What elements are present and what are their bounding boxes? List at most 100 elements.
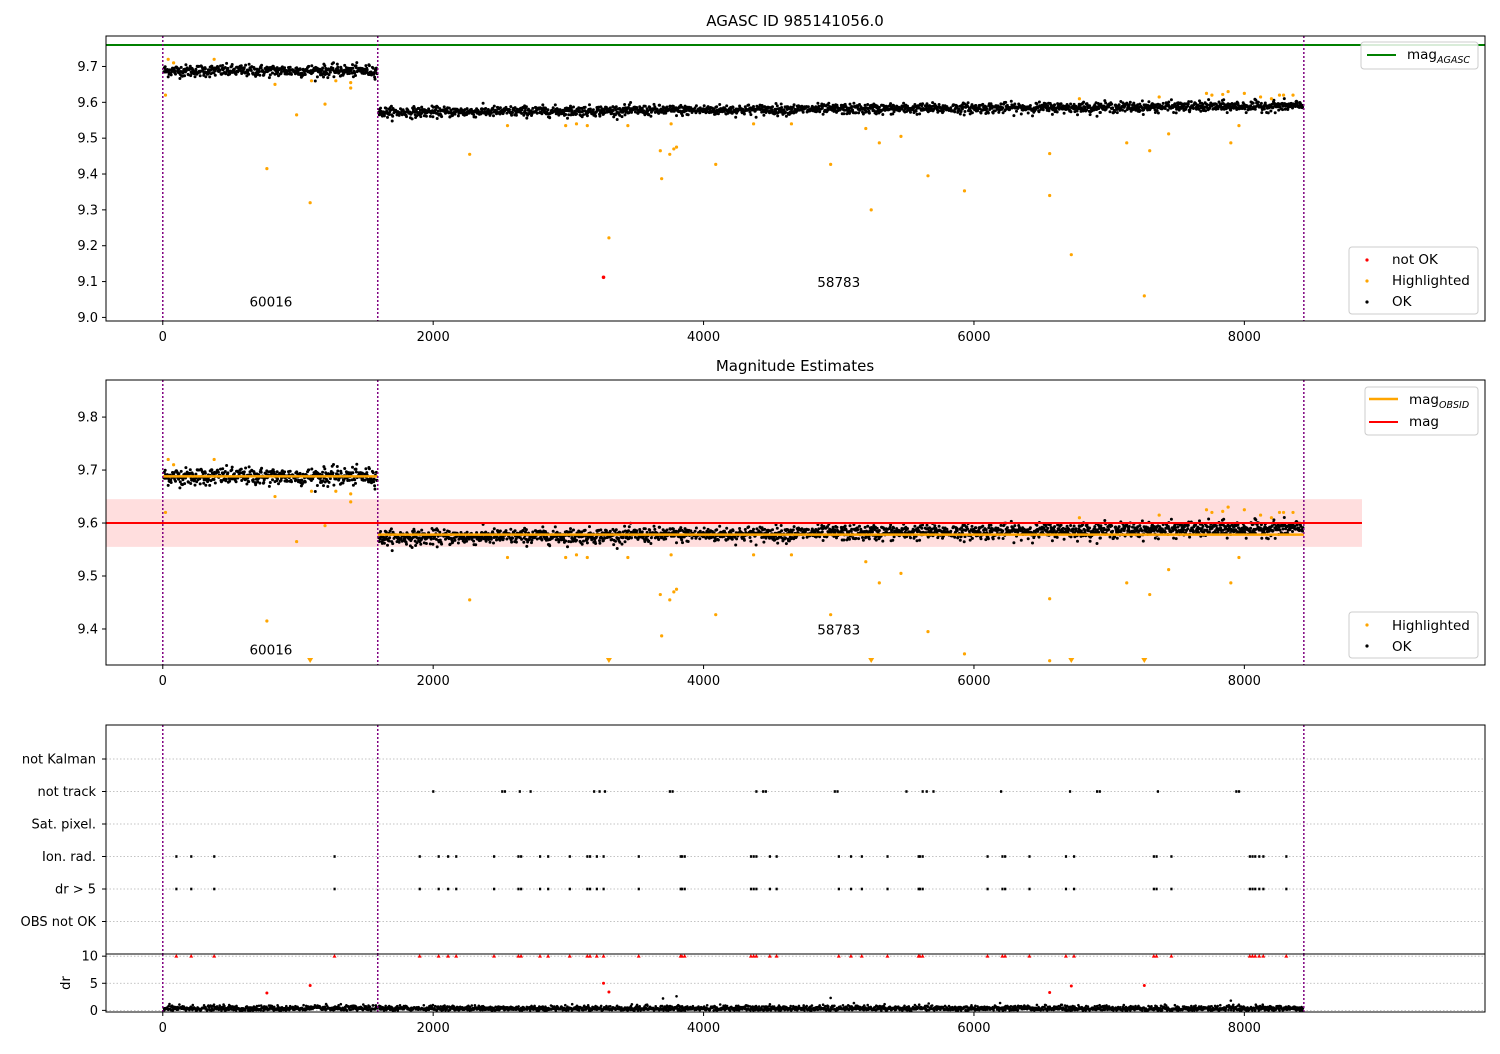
ok-point [1020,113,1023,116]
ok-point [1109,536,1112,539]
ok-point [199,482,202,485]
ok-point [718,525,721,528]
ok-point [1001,529,1004,532]
ok-point [224,470,227,473]
ok-point [379,530,382,533]
ok-point [833,528,836,531]
ok-point [398,541,401,544]
ok-point [985,107,988,110]
ok-point [1110,103,1113,106]
ok-point [963,114,966,117]
ok-point [1056,111,1059,114]
ok-point [541,103,544,106]
ok-point [926,524,929,527]
ok-point [675,530,678,533]
ok-point [214,482,217,485]
ok-point [1076,540,1079,543]
ok-point [832,526,835,529]
ok-point [892,527,895,530]
ok-point [310,64,313,67]
ok-point [174,69,177,72]
highlighted-point [659,149,662,152]
highlighted-point [670,122,673,125]
ok-point [180,66,183,69]
highlighted-point [1143,294,1146,297]
ok-point [505,529,508,532]
ok-point [304,481,307,484]
ok-point [351,63,354,66]
ok-point [1063,112,1066,115]
ok-point [818,110,821,113]
ok-point [990,524,993,527]
ok-point [508,108,511,111]
ok-point [582,540,585,543]
ok-point [231,63,234,66]
y-tick-label: 9.4 [77,168,98,183]
ok-point [938,103,941,106]
ok-point [438,531,441,534]
ok-point [258,482,261,485]
ok-point [681,541,684,544]
ok-point [675,114,678,117]
ok-point [857,537,860,540]
not-ok-point [602,275,606,279]
highlighted-point [1205,92,1208,95]
ok-point [802,536,805,539]
ok-point [715,105,718,108]
ok-point [355,468,358,471]
ok-point [966,528,969,531]
ok-point [391,120,394,123]
ok-point [1199,110,1202,113]
ok-point [920,527,923,530]
ok-point [971,525,974,528]
ok-point [420,529,423,532]
ok-point [314,80,317,83]
ok-point [816,102,819,105]
ok-point [1089,540,1092,543]
ok-point [457,542,460,545]
ok-point [418,531,421,534]
ok-point [391,115,394,118]
highlighted-point [926,174,929,177]
ok-point [1088,527,1091,530]
ok-point [290,480,293,483]
ok-point [440,543,443,546]
ok-point [598,539,601,542]
ok-point [792,528,795,531]
ok-point [525,105,528,108]
ok-point [1175,111,1178,114]
ok-point [364,479,367,482]
ok-point [1053,103,1056,106]
ok-point [1129,101,1132,104]
ok-point [540,539,543,542]
ok-point [429,542,432,545]
ok-point [1204,109,1207,112]
ok-point [749,536,752,539]
ok-point [368,64,371,67]
ok-point [687,540,690,543]
ok-point [443,528,446,531]
ok-point [807,528,810,531]
ok-point [554,103,557,106]
ok-point [680,538,683,541]
ok-point [530,541,533,544]
ok-point [326,76,329,79]
ok-point [515,114,518,117]
ok-point [364,64,367,67]
ok-point [492,542,495,545]
x-tick-label: 4000 [687,330,720,345]
ok-point [1263,108,1266,111]
ok-point [1260,111,1263,114]
agasc-y-ticks: 9.09.19.29.39.49.59.69.7 [77,60,106,326]
ok-point [734,116,737,119]
ok-point [511,537,514,540]
ok-point [881,540,884,543]
ok-point [1073,525,1076,528]
ok-point [336,465,339,468]
ok-point [505,538,508,541]
ok-point [1013,103,1016,106]
ok-point [786,528,789,531]
highlighted-point [586,124,589,127]
ok-point [771,105,774,108]
ok-point [1139,109,1142,112]
